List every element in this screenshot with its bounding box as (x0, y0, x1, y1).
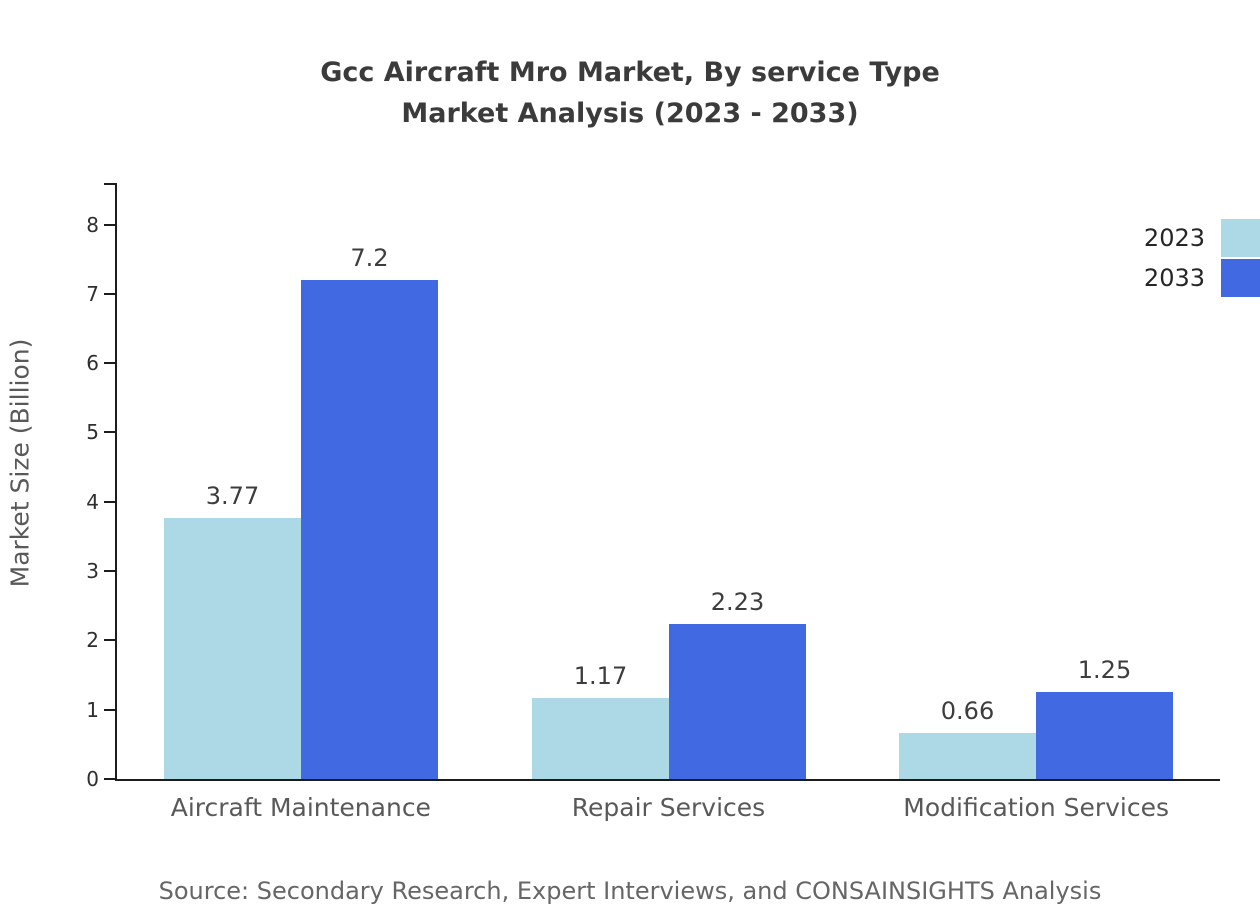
bar-value-label: 0.66 (940, 697, 995, 725)
y-tick-mark (104, 500, 115, 503)
source-note: Source: Secondary Research, Expert Inter… (158, 877, 1102, 905)
y-axis-end-tick (104, 183, 115, 185)
bar-2023-repair-services (532, 698, 669, 779)
y-tick-label: 1 (86, 697, 99, 722)
legend-item-2023: 2023 (1144, 219, 1260, 257)
y-tick-label: 7 (86, 281, 99, 306)
bar-value-label: 1.17 (573, 662, 628, 690)
x-category-label: Repair Services (571, 793, 766, 822)
y-tick-mark (104, 570, 115, 573)
y-tick-label: 4 (86, 489, 99, 514)
x-category-label: Modification Services (903, 793, 1170, 822)
bar-value-label: 2.23 (710, 588, 765, 616)
y-tick-mark (104, 778, 115, 780)
y-tick-mark (104, 708, 115, 711)
chart-title-line1: Gcc Aircraft Mro Market, By service Type (320, 57, 940, 88)
y-tick-mark (104, 292, 115, 295)
legend-swatch (1221, 259, 1260, 297)
y-tick-label: 6 (86, 351, 99, 376)
y-tick-mark (104, 431, 115, 434)
x-category-label: Aircraft Maintenance (170, 793, 431, 822)
chart-title-line2: Market Analysis (2023 - 2033) (401, 98, 859, 129)
plot-area: 0 1 2 3 4 5 6 7 8 Aircraft Maintenance 3.77 7.2 Repa… (86, 183, 1220, 822)
legend-swatch (1221, 219, 1260, 257)
y-tick-mark (104, 639, 115, 642)
bar-value-label: 3.77 (205, 482, 260, 510)
y-tick-label: 2 (86, 628, 99, 653)
legend-label: 2033 (1143, 264, 1205, 292)
y-tick-label: 3 (86, 559, 99, 584)
y-tick-mark (104, 362, 115, 365)
legend-item-2033: 2033 (1144, 259, 1260, 297)
bar-2023-modification-services (899, 733, 1036, 779)
y-tick-mark (104, 223, 115, 226)
bar-2033-modification-services (1036, 692, 1173, 779)
y-axis-label: Market Size (Billion) (5, 338, 35, 588)
bar-value-label: 1.25 (1077, 656, 1132, 684)
bar-2033-aircraft-maintenance (301, 280, 438, 779)
chart-title: Gcc Aircraft Mro Market, By service Type… (0, 52, 1260, 134)
legend-label: 2023 (1143, 224, 1205, 252)
bar-2023-aircraft-maintenance (164, 518, 301, 779)
bar-value-label: 7.2 (350, 244, 389, 272)
y-tick-label: 5 (86, 420, 99, 445)
bar-2033-repair-services (669, 624, 806, 779)
y-tick-label: 0 (86, 767, 99, 791)
legend: 2023 2033 (1144, 219, 1260, 297)
y-tick-label: 8 (86, 212, 99, 237)
